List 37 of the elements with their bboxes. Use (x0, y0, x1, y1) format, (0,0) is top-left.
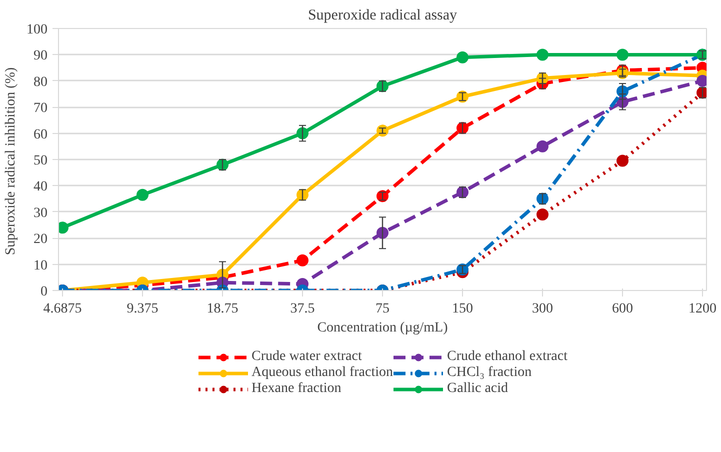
legend-label: CHCl₃ fraction (447, 365, 532, 381)
legend-label: Aqueous ethanol fraction (251, 365, 393, 381)
y-tick-label: 40 (34, 180, 48, 195)
point (616, 154, 628, 167)
point (296, 254, 308, 266)
chart-title: Superoxide radical assay (308, 8, 458, 24)
y-tick-label: 70 (34, 101, 48, 116)
y-tick-label: 100 (26, 22, 48, 38)
legend-label: Hexane fraction (251, 381, 342, 397)
y-tick-label: 80 (34, 74, 48, 90)
x-tick-label: 300 (532, 302, 553, 316)
y-axis-title: Superoxide radical inhibition (%) (4, 67, 18, 256)
x-tick-label: 37.5 (290, 302, 315, 316)
point (536, 48, 548, 61)
x-tick-label: 18.75 (206, 302, 238, 316)
point (536, 208, 548, 221)
y-tick-label: 10 (34, 258, 48, 274)
y-tick-label: 90 (34, 48, 48, 64)
x-tick-label: 600 (612, 302, 633, 316)
point (136, 188, 148, 201)
point (456, 51, 468, 64)
x-tick-label: 75 (376, 302, 390, 316)
y-tick-label: 50 (34, 154, 48, 168)
y-tick-label: 60 (34, 127, 48, 142)
legend-label: Crude water extract (251, 349, 362, 365)
x-tick-label: 1200 (688, 302, 716, 316)
x-axis-title: Concentration (µg/mL) (317, 320, 448, 336)
x-tick-label: 4.6875 (43, 302, 82, 316)
legend-label: Crude ethanol extract (447, 349, 568, 365)
x-tick-label: 9.375 (126, 302, 158, 316)
point (536, 140, 548, 152)
point (616, 48, 628, 61)
legend-label: Gallic acid (447, 381, 508, 397)
y-tick-label: 30 (34, 206, 48, 221)
y-tick-label: 0 (40, 284, 48, 300)
y-tick-label: 20 (34, 232, 48, 248)
x-tick-label: 150 (452, 302, 473, 316)
